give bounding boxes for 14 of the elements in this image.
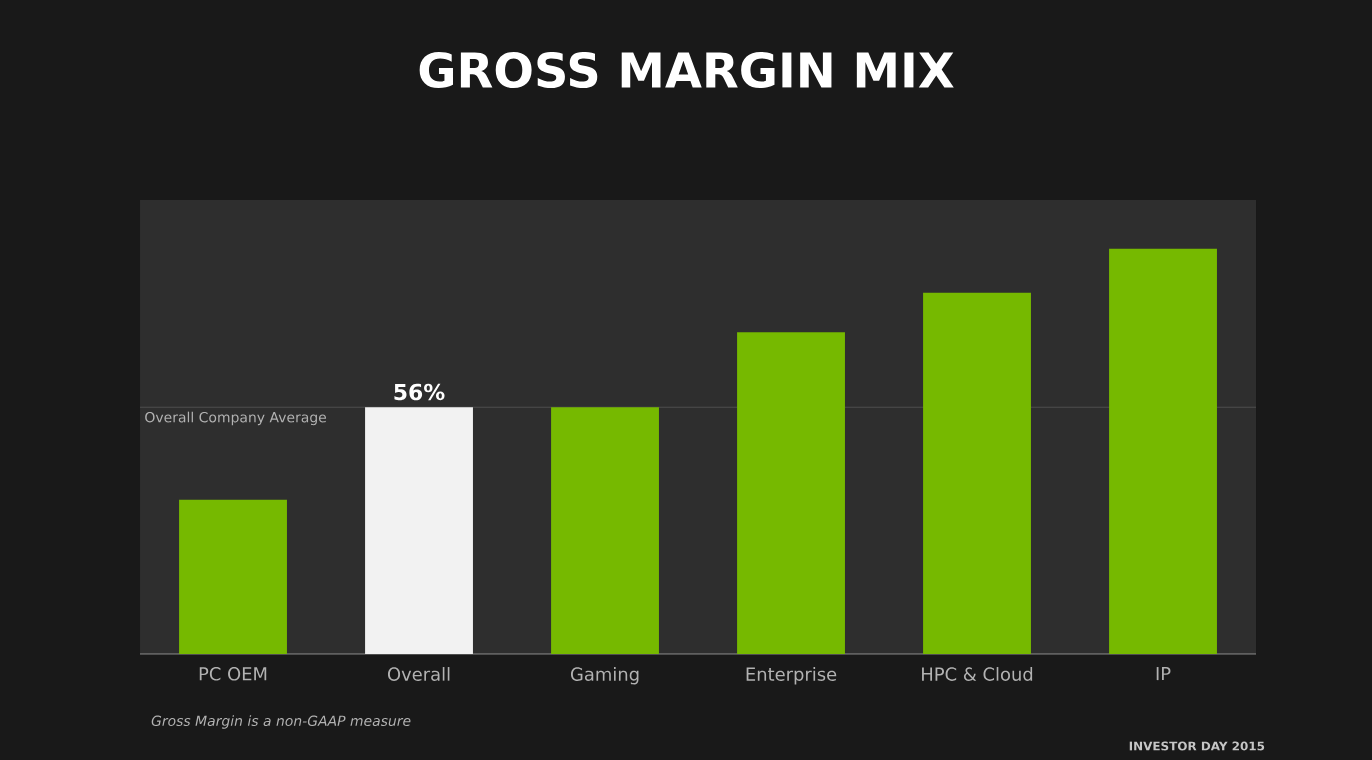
bar [365,407,473,654]
data-label: 56% [394,383,445,401]
chart-title: GROSS MARGIN MIX [419,51,954,89]
bar [551,407,659,654]
x-tick-label: PC OEM [199,667,267,681]
x-tick-label: HPC & Cloud [922,667,1033,681]
x-tick-label: Gaming [570,667,639,685]
bar [1109,248,1217,654]
bar [923,292,1031,654]
x-tick-label: Overall [387,667,450,681]
bar [737,332,845,654]
x-tick-label: IP [1156,667,1171,681]
x-tick-label: Enterprise [746,667,837,685]
bar [179,499,287,654]
